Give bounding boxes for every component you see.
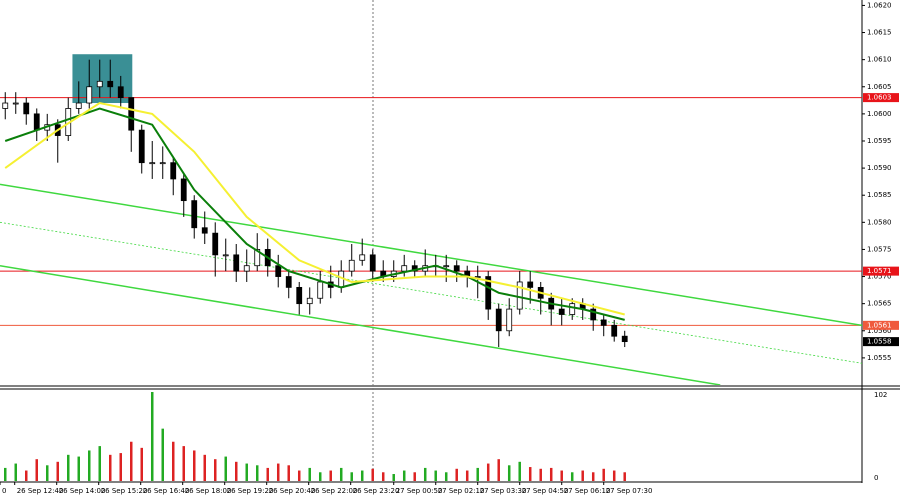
candle-body <box>191 200 198 229</box>
x-tick-label: 26 Sep 18:00 <box>185 487 232 495</box>
candle-body <box>453 265 460 272</box>
candle-body <box>233 254 240 272</box>
candle-body <box>411 265 418 272</box>
candle-body <box>243 265 250 272</box>
candle-body <box>590 308 597 321</box>
candle-body <box>369 254 376 272</box>
y-tick-label: 1.0595 <box>867 137 892 145</box>
candle-body <box>348 259 355 272</box>
x-tick-label: 27 Sep 03:30 <box>480 487 527 495</box>
y-tick-label: 1.0610 <box>867 56 892 64</box>
candle-body <box>527 281 534 288</box>
candle-body <box>222 254 229 257</box>
trend-line <box>0 264 721 385</box>
candle-body <box>401 265 408 272</box>
candle-body <box>159 162 166 165</box>
price-label-box <box>863 337 899 347</box>
x-tick-label: 26 Sep 19:20 <box>227 487 274 495</box>
candle-body <box>569 303 576 315</box>
candle-body <box>96 80 103 88</box>
candle-body <box>33 113 40 131</box>
x-tick-label: 27 Sep 06:10 <box>564 487 611 495</box>
candle-body <box>600 319 607 326</box>
candle-body <box>2 102 9 109</box>
volume-pane <box>3 392 626 481</box>
candle-body <box>180 178 187 202</box>
y-tick-label: 1.0585 <box>867 191 892 199</box>
candle-body <box>12 102 19 105</box>
y-tick-label: 1.0570 <box>867 273 892 281</box>
y-tick-label: 1.0605 <box>867 83 892 91</box>
candle-body <box>275 265 282 277</box>
x-tick-label: 26 Sep 16:40 <box>143 487 190 495</box>
moving-average <box>4 107 625 321</box>
candle-body <box>306 297 313 305</box>
x-tick-label: 27 Sep 00:50 <box>396 487 443 495</box>
x-tick-label: 26 Sep 15:20 <box>101 487 148 495</box>
candle-body <box>443 265 450 268</box>
x-tick-label: 26 Sep 14:00 <box>59 487 106 495</box>
candle-body <box>474 276 481 278</box>
price-label-box <box>863 266 899 276</box>
candle-body <box>138 129 145 164</box>
y-tick-label: 1.0555 <box>867 354 892 362</box>
candle-body <box>359 254 366 261</box>
price-pane <box>0 54 862 385</box>
candle-body <box>495 308 502 332</box>
moving-average <box>4 101 625 316</box>
x-tick-label: 26 Sep 12:40 <box>17 487 64 495</box>
candle-body <box>611 324 618 337</box>
x-tick-label: 27 Sep 02:10 <box>438 487 485 495</box>
candle-body <box>75 102 82 109</box>
y-tick-label: 1.0615 <box>867 29 892 37</box>
candle-body <box>296 286 303 305</box>
y-tick-label: 1.0560 <box>867 327 892 335</box>
candle-body <box>317 281 324 299</box>
candle-body <box>621 335 628 343</box>
x-tick-label: 26 Sep 22:00 <box>311 487 358 495</box>
x-tick-label: 26 Sep 23:20 <box>353 487 400 495</box>
volume-tick-label: 0 <box>874 474 878 482</box>
y-tick-label: 1.0600 <box>867 110 892 118</box>
x-tick-label: 26 Sep 20:40 <box>269 487 316 495</box>
candle-body <box>86 86 93 104</box>
x-tick-label: 27 Sep 04:50 <box>522 487 569 495</box>
candle-body <box>285 276 292 288</box>
y-tick-label: 1.0575 <box>867 245 892 253</box>
price-label: 1.0561 <box>867 321 892 329</box>
candle-body <box>254 249 261 267</box>
volume-tick-label: 102 <box>874 391 887 399</box>
y-tick-label: 1.0580 <box>867 218 892 226</box>
candle-body <box>107 80 114 88</box>
x-tick-label: 0 <box>2 487 6 495</box>
candle-body <box>506 308 513 332</box>
candle-body <box>212 232 219 256</box>
price-label-box <box>863 320 899 330</box>
candle-body <box>558 308 565 315</box>
candle-body <box>201 227 208 234</box>
y-tick-label: 1.0565 <box>867 300 892 308</box>
price-label: 1.0603 <box>867 94 892 102</box>
x-tick-label: 27 Sep 07:30 <box>606 487 653 495</box>
candle-body <box>516 281 523 310</box>
candle-body <box>485 276 492 310</box>
price-label-box <box>863 93 899 103</box>
trend-line <box>0 221 862 364</box>
price-label: 1.0571 <box>867 267 892 275</box>
y-tick-label: 1.0620 <box>867 1 892 9</box>
trend-line <box>0 183 862 327</box>
y-tick-label: 1.0590 <box>867 164 892 172</box>
candle-body <box>149 162 156 165</box>
candle-body <box>23 102 30 115</box>
price-label: 1.0558 <box>867 338 892 346</box>
candle-body <box>128 97 135 131</box>
candle-body <box>117 86 124 99</box>
candle-body <box>170 162 177 180</box>
